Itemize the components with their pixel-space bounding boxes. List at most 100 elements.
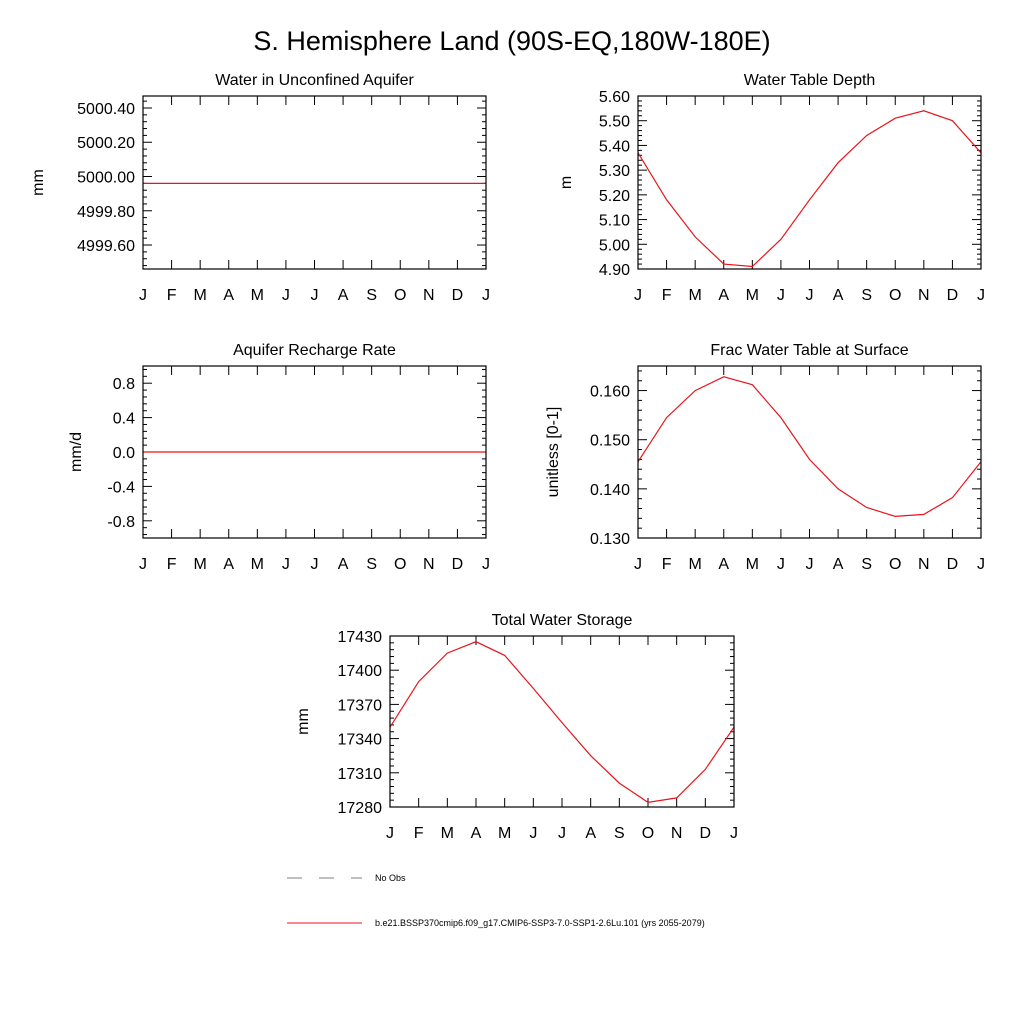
y-tick-label: 0.8: [113, 376, 135, 393]
y-tick-label: 0.140: [590, 482, 630, 499]
y-tick-label: 5.50: [599, 114, 630, 131]
x-tick-label: J: [282, 556, 290, 573]
x-tick-label: M: [498, 825, 511, 842]
series-line: [637, 110, 982, 268]
x-tick-label: A: [338, 287, 349, 304]
y-tick-label: 5000.20: [77, 135, 135, 152]
legend-label: No Obs: [375, 873, 406, 883]
x-tick-label: M: [746, 287, 759, 304]
x-tick-label: J: [977, 287, 985, 304]
y-tick-label: 5.30: [599, 163, 630, 180]
x-tick-label: F: [167, 287, 177, 304]
x-tick-label: F: [414, 825, 424, 842]
x-tick-label: J: [529, 825, 537, 842]
y-axis-label: mm/d: [68, 432, 85, 472]
plot-frame: [637, 95, 982, 270]
y-tick-label: 5.10: [599, 213, 630, 230]
x-tick-label: F: [662, 556, 672, 573]
panel-title: Frac Water Table at Surface: [710, 342, 908, 359]
y-tick-label: 5.20: [599, 188, 630, 205]
panel-title: Aquifer Recharge Rate: [233, 342, 396, 359]
x-tick-label: J: [482, 556, 490, 573]
y-tick-label: -0.8: [107, 514, 135, 531]
x-tick-label: J: [806, 556, 814, 573]
y-tick-label: 17280: [338, 800, 383, 817]
x-tick-label: J: [730, 825, 738, 842]
x-tick-label: S: [366, 287, 377, 304]
x-tick-label: D: [452, 287, 464, 304]
panel-title: Total Water Storage: [492, 612, 633, 629]
y-tick-label: 0.150: [590, 433, 630, 450]
x-tick-label: A: [833, 287, 844, 304]
x-tick-label: J: [386, 825, 394, 842]
y-tick-label: 17430: [338, 629, 383, 646]
x-tick-label: J: [139, 287, 147, 304]
y-tick-label: 5.60: [599, 89, 630, 106]
x-tick-label: N: [423, 287, 435, 304]
x-tick-label: M: [689, 287, 702, 304]
y-tick-label: 0.0: [113, 445, 135, 462]
y-tick-label: 17370: [338, 697, 383, 714]
y-tick-label: 4.90: [599, 262, 630, 279]
x-tick-label: M: [251, 287, 264, 304]
series-line: [389, 641, 735, 804]
y-tick-label: 5.00: [599, 237, 630, 254]
panel-title: Water in Unconfined Aquifer: [215, 72, 414, 89]
x-tick-label: M: [746, 556, 759, 573]
axis-ticks: [389, 635, 735, 808]
x-tick-label: A: [223, 287, 234, 304]
x-tick-label: J: [634, 287, 642, 304]
x-tick-label: S: [861, 556, 872, 573]
plot-frame: [637, 365, 982, 539]
x-tick-label: J: [777, 287, 785, 304]
x-tick-label: M: [194, 556, 207, 573]
x-tick-label: J: [777, 556, 785, 573]
x-tick-label: A: [471, 825, 482, 842]
axis-ticks: [637, 95, 982, 270]
x-tick-label: M: [251, 556, 264, 573]
x-tick-label: F: [167, 556, 177, 573]
y-axis-label: mm: [30, 169, 47, 196]
x-tick-label: J: [634, 556, 642, 573]
series-line: [637, 376, 982, 518]
plot-frame: [389, 635, 735, 808]
y-axis-label: unitless [0-1]: [545, 407, 562, 498]
x-tick-label: N: [918, 556, 930, 573]
x-tick-label: J: [311, 287, 319, 304]
legend-entry: b.e21.BSSP370cmip6.f09_g17.CMIP6-SSP3-7.…: [287, 918, 705, 928]
x-tick-label: D: [947, 556, 959, 573]
x-tick-label: M: [689, 556, 702, 573]
x-tick-label: J: [482, 287, 490, 304]
x-tick-label: J: [311, 556, 319, 573]
x-tick-label: J: [977, 556, 985, 573]
x-tick-label: F: [662, 287, 672, 304]
x-tick-label: A: [338, 556, 349, 573]
x-tick-label: M: [194, 287, 207, 304]
x-tick-label: A: [833, 556, 844, 573]
x-tick-label: D: [700, 825, 712, 842]
x-tick-label: O: [889, 556, 901, 573]
x-tick-label: J: [282, 287, 290, 304]
x-tick-label: N: [423, 556, 435, 573]
x-tick-label: M: [441, 825, 454, 842]
x-tick-label: A: [585, 825, 596, 842]
y-tick-label: 17310: [338, 766, 383, 783]
axis-ticks: [637, 366, 982, 539]
y-tick-label: 5000.40: [77, 101, 135, 118]
y-tick-label: 0.130: [590, 531, 630, 548]
x-tick-label: N: [671, 825, 683, 842]
plot-frame: [142, 95, 487, 270]
x-tick-label: J: [558, 825, 566, 842]
panel-title: Water Table Depth: [744, 72, 876, 89]
x-tick-label: O: [889, 287, 901, 304]
y-tick-label: 5000.00: [77, 170, 135, 187]
figure-title: S. Hemisphere Land (90S-EQ,180W-180E): [253, 26, 770, 56]
x-tick-label: D: [947, 287, 959, 304]
y-tick-label: -0.4: [107, 479, 135, 496]
x-tick-label: O: [394, 287, 406, 304]
y-tick-label: 5.40: [599, 138, 630, 155]
